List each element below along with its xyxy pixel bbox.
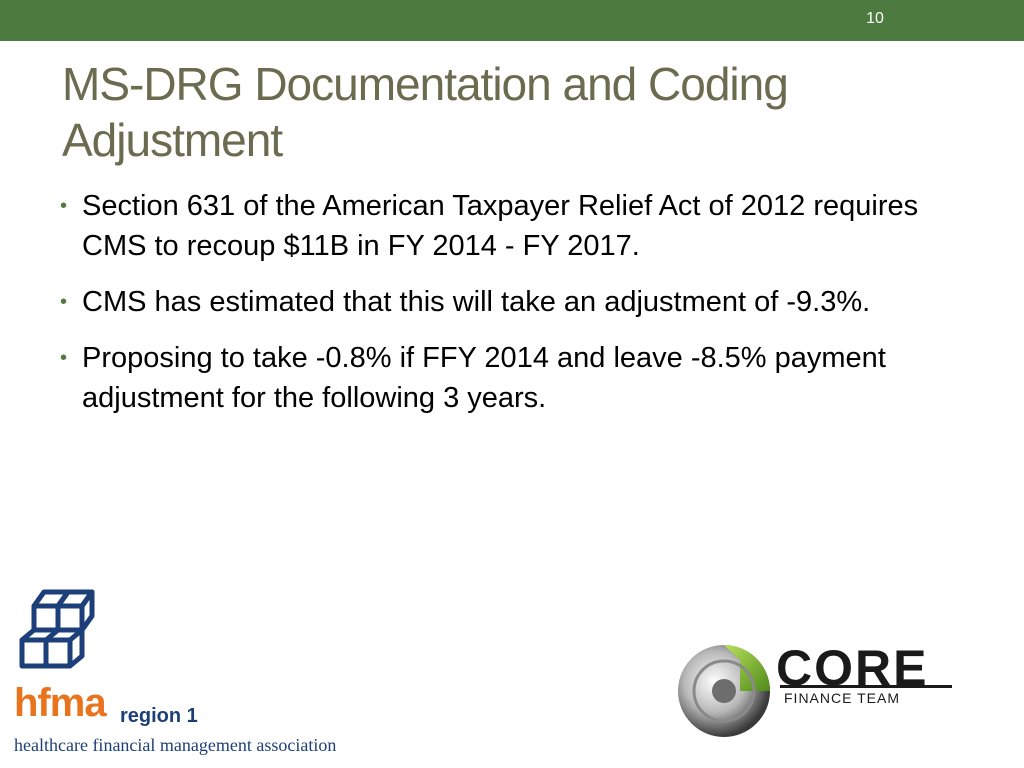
bullet-dot-icon: • — [60, 347, 68, 369]
slide-title: MS-DRG Documentation and Coding Adjustme… — [62, 58, 789, 166]
hfma-wordmark: hfma — [14, 681, 107, 725]
hfma-logo: hfma region 1 healthcare financial manag… — [14, 586, 414, 764]
bullet-text: Proposing to take -0.8% if FFY 2014 and … — [82, 342, 886, 414]
hfma-cubes-icon — [19, 589, 95, 669]
bullet-dot-icon: • — [60, 291, 68, 313]
core-divider — [780, 685, 952, 688]
bullet-item: • Section 631 of the American Taxpayer R… — [58, 186, 958, 266]
slide-number: 10 — [866, 10, 884, 27]
hfma-region: region 1 — [120, 705, 198, 727]
header-bar: 10 — [0, 0, 1024, 41]
bullet-item: • CMS has estimated that this will take … — [58, 282, 958, 322]
bullet-item: • Proposing to take -0.8% if FFY 2014 an… — [58, 338, 958, 418]
bullet-text: CMS has estimated that this will take an… — [82, 286, 871, 318]
bullet-list: • Section 631 of the American Taxpayer R… — [58, 186, 958, 434]
core-finance-team-logo: CORE FINANCE TEAM — [676, 636, 966, 748]
core-subtitle: FINANCE TEAM — [784, 690, 900, 706]
bullet-dot-icon: • — [60, 195, 68, 217]
core-sphere-icon — [678, 645, 770, 737]
bullet-text: Section 631 of the American Taxpayer Rel… — [82, 190, 919, 262]
hfma-tagline: healthcare financial management associat… — [14, 735, 337, 755]
